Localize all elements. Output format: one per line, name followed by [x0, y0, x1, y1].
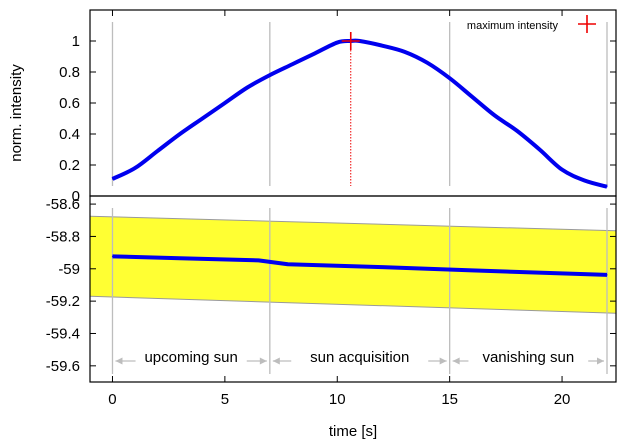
top-y-ticks: 0 0.2 0.4 0.6 0.8 1 [59, 33, 616, 205]
intensity-point-0 [111, 178, 114, 180]
top-y-axis-label: norm. intensity [8, 64, 25, 162]
top-panel-frame [89, 9, 617, 197]
bottom-y-tick-label-4: -59.4 [46, 325, 80, 342]
bottom-series [111, 254, 608, 277]
top-y-tick-label-1: 0.2 [59, 157, 80, 174]
intensity-point-13 [381, 45, 383, 47]
intensity-point-8 [291, 63, 293, 65]
bottom-point-1 [179, 257, 181, 259]
phase-label-1: sun acquisition [310, 349, 409, 366]
legend-label: maximum intensity [467, 20, 559, 32]
bottom-y-tick-label-1: -58.8 [46, 228, 80, 245]
intensity-point-7 [269, 74, 271, 76]
phase-label-2: vanishing sun [482, 349, 574, 366]
maximum-cross [341, 32, 360, 50]
x-ticks: 0 5 10 15 20 [108, 10, 570, 408]
intensity-point-2 [156, 150, 159, 152]
phase-annotations: upcoming sun sun acquisition vanishing sun [115, 348, 605, 368]
intensity-point-23 [606, 186, 608, 188]
phase-boundaries-bottom [111, 208, 608, 374]
band-upper-edge [90, 215, 616, 232]
phase-label-bg-0 [135, 348, 247, 368]
x-axis-label: time [s] [329, 423, 377, 440]
bottom-y-tick-label-3: -59.2 [46, 293, 80, 310]
bottom-y-tick-label-0: -58.6 [46, 196, 80, 213]
bottom-point-0 [111, 255, 114, 257]
phase-arrowhead-right-2 [597, 357, 605, 365]
intensity-point-4 [201, 117, 203, 120]
intensity-line-0 [111, 38, 608, 189]
top-series [111, 38, 608, 189]
legend-marker [578, 15, 596, 33]
bottom-y-tick-label-2: -59 [58, 261, 80, 278]
intensity-point-17 [471, 96, 473, 98]
phase-boundaries-top [111, 22, 608, 186]
intensity-point-20 [538, 148, 541, 151]
x-tick-label-3: 15 [441, 391, 458, 408]
bottom-point-6 [606, 274, 608, 276]
intensity-point-21 [561, 169, 563, 171]
intensity-point-10 [336, 41, 338, 44]
phase-arrowhead-left-0 [115, 357, 123, 365]
intensity-point-1 [134, 167, 136, 169]
legend: maximum intensity [467, 15, 596, 33]
phase-arrowhead-right-1 [439, 357, 447, 365]
intensity-point-18 [494, 114, 496, 116]
intensity-point-22 [583, 179, 586, 182]
intensity-point-19 [516, 130, 518, 132]
bottom-panel-frame [89, 195, 617, 383]
phase-label-bg-1 [291, 348, 429, 368]
intensity-point-3 [179, 133, 181, 135]
phase-arrowhead-left-2 [452, 357, 460, 365]
intensity-point-15 [426, 62, 428, 64]
phase-label-0: upcoming sun [144, 349, 237, 366]
intensity-point-14 [404, 51, 406, 53]
x-tick-label-1: 5 [221, 391, 229, 408]
x-tick-label-0: 0 [108, 391, 116, 408]
intensity-point-9 [314, 52, 316, 55]
bottom-y-ticks: -58.6 -58.8 -59 -59.2 -59.4 -59.6 [46, 196, 616, 375]
phase-arrowhead-right-0 [259, 357, 267, 365]
top-y-tick-label-5: 1 [72, 33, 80, 50]
top-y-tick-label-4: 0.8 [59, 64, 80, 81]
maximum-marker [341, 32, 360, 186]
phase-arrowhead-left-1 [272, 357, 280, 365]
band-lower-edge [90, 295, 616, 314]
intensity-point-6 [246, 86, 248, 89]
intensity-point-16 [449, 77, 451, 79]
bottom-point-3 [287, 263, 289, 265]
bottom-point-5 [471, 269, 473, 271]
top-y-tick-label-0: 0 [72, 188, 80, 205]
bottom-point-4 [381, 266, 383, 268]
intensity-point-5 [224, 102, 226, 104]
bottom-point-2 [257, 259, 260, 261]
top-y-tick-label-3: 0.6 [59, 95, 80, 112]
x-tick-label-2: 10 [329, 391, 346, 408]
phase-label-bg-2 [468, 348, 589, 368]
top-y-tick-label-2: 0.4 [59, 126, 80, 143]
bottom-y-tick-label-5: -59.6 [46, 358, 80, 375]
x-tick-label-4: 20 [554, 391, 571, 408]
